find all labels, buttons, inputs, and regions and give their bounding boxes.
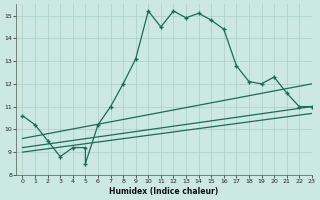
X-axis label: Humidex (Indice chaleur): Humidex (Indice chaleur) — [109, 187, 219, 196]
